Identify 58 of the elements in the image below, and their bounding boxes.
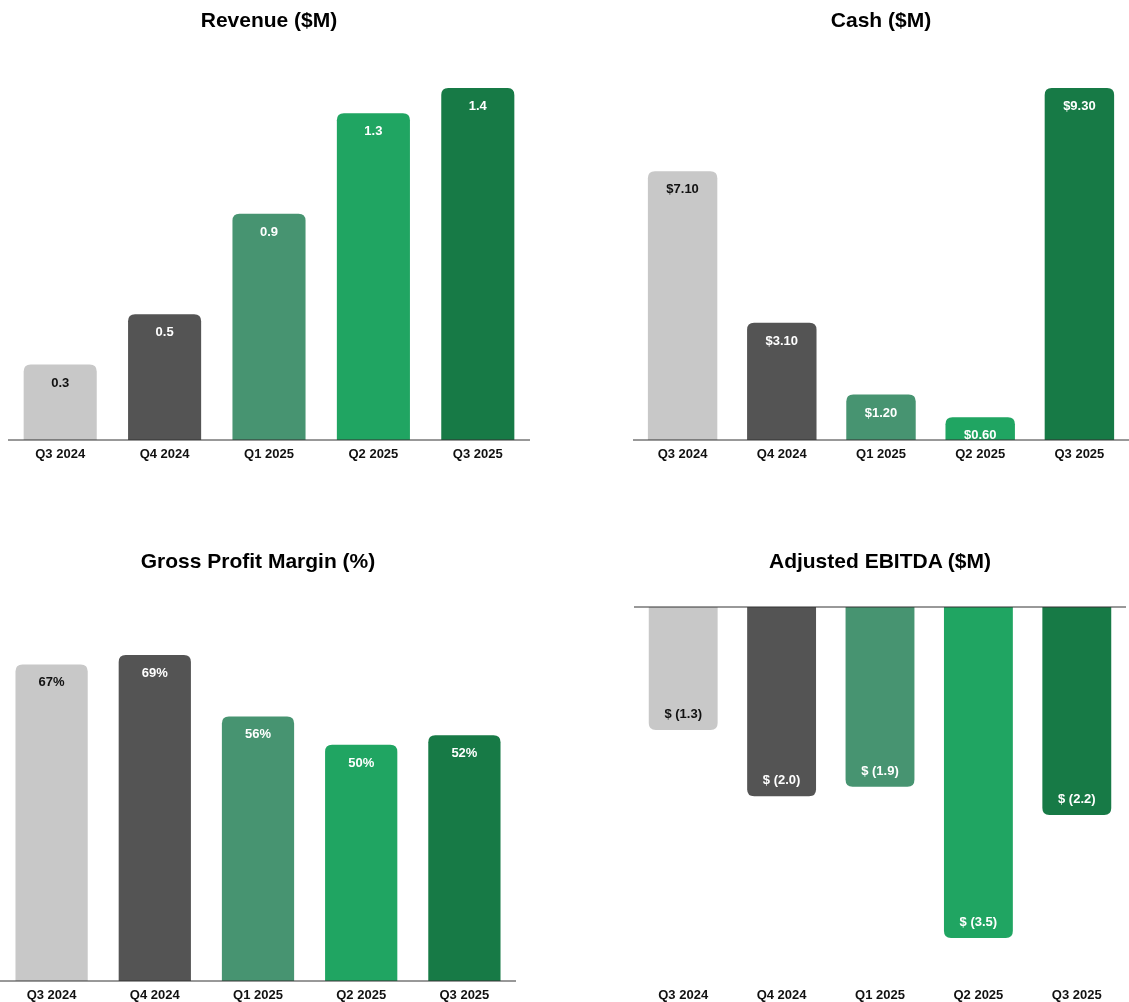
data-label: $ (1.9)	[861, 762, 899, 778]
x-tick-label: Q2 2025	[348, 446, 399, 461]
data-label: 0.3	[51, 374, 70, 390]
data-label: $ (3.5)	[959, 914, 998, 929]
data-label: $9.30	[1063, 98, 1096, 113]
x-tick-label: Q1 2025	[855, 987, 905, 1002]
x-tick-label: Q2 2025	[955, 446, 1006, 461]
x-tick-label: Q1 2025	[244, 446, 294, 461]
x-tick-label: Q2 2025	[336, 987, 387, 1002]
chart-title: Revenue ($M)	[200, 8, 338, 31]
data-label: $ (1.3)	[664, 705, 702, 721]
x-tick-label: Q4 2024	[139, 446, 191, 461]
chart-title: Adjusted EBITDA ($M)	[768, 549, 992, 572]
data-label: 1.4	[468, 98, 488, 113]
data-label: $ (2.0)	[762, 772, 801, 788]
data-label: $3.10	[765, 332, 799, 348]
x-tick-label: Q1 2025	[233, 987, 283, 1002]
bar	[221, 716, 295, 981]
bar	[747, 322, 817, 440]
bar	[846, 394, 916, 440]
x-tick-label: Q4 2024	[756, 446, 808, 461]
bar	[647, 171, 718, 440]
bar	[128, 314, 202, 440]
data-label: 56%	[244, 726, 272, 742]
data-label: 67%	[38, 674, 66, 690]
data-label: $0.60	[963, 427, 997, 443]
x-tick-label: Q3 2024	[658, 987, 709, 1002]
bar	[441, 88, 515, 440]
bar	[118, 655, 191, 981]
x-tick-label: Q3 2024	[657, 446, 709, 461]
bar	[325, 744, 398, 981]
chart-title: Gross Profit Margin (%)	[140, 549, 376, 572]
data-label: $7.10	[666, 181, 699, 197]
data-label: 0.5	[155, 324, 174, 340]
data-label: $ (2.2)	[1058, 791, 1096, 807]
data-label: 0.9	[259, 223, 279, 239]
x-tick-label: Q3 2024	[35, 446, 86, 461]
x-tick-label: Q3 2025	[452, 446, 503, 461]
x-tick-label: Q3 2024	[26, 987, 78, 1002]
bar	[232, 213, 306, 440]
x-tick-label: Q4 2024	[756, 987, 808, 1002]
x-tick-label: Q3 2025	[1051, 987, 1102, 1002]
x-tick-label: Q4 2024	[129, 987, 181, 1002]
bar	[15, 664, 88, 981]
bar	[336, 113, 410, 440]
x-tick-label: Q2 2025	[953, 987, 1004, 1002]
bar	[428, 735, 501, 981]
bar	[23, 364, 97, 440]
x-tick-label: Q3 2025	[1054, 446, 1105, 461]
chart-title: Cash ($M)	[830, 8, 932, 31]
data-label: 52%	[451, 745, 478, 761]
data-label: $1.20	[864, 404, 898, 420]
x-tick-label: Q3 2025	[439, 987, 490, 1002]
x-tick-label: Q1 2025	[856, 446, 906, 461]
data-label: 50%	[348, 754, 375, 770]
bar	[1044, 88, 1115, 440]
data-label: 1.3	[364, 123, 383, 139]
data-label: 69%	[141, 665, 169, 680]
